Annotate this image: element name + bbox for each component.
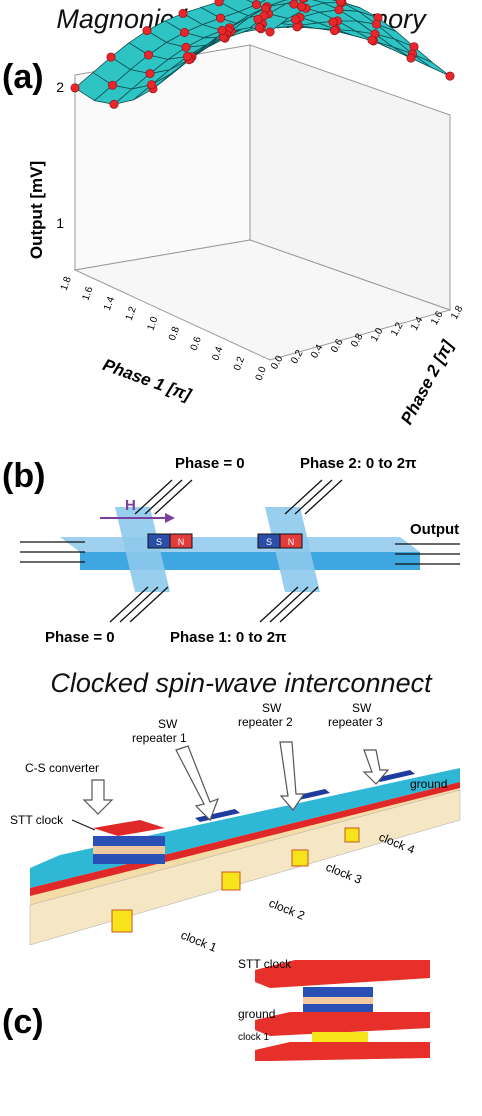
inset-stt-label: STT clock bbox=[238, 957, 292, 971]
phase0-bottom-label: Phase = 0 bbox=[45, 629, 115, 646]
surface-chart: 2 1 Output [mV] 0.0 0.2 0.4 0.6 0.8 1.0 1.2 1.4… bbox=[0, 40, 482, 440]
data-point bbox=[446, 72, 454, 80]
x-tick-label: 0.6 bbox=[189, 335, 204, 352]
magnet-1-s-label: S bbox=[156, 537, 162, 547]
inset-blue-layer bbox=[303, 987, 373, 997]
data-point bbox=[215, 0, 223, 6]
x-tick-label: 0.0 bbox=[254, 365, 269, 382]
converter-layer-tan bbox=[93, 846, 165, 854]
inset-clock1-layer bbox=[255, 1042, 430, 1061]
data-point bbox=[107, 53, 115, 61]
data-point bbox=[147, 81, 155, 89]
phase0-top-label: Phase = 0 bbox=[175, 455, 245, 472]
data-point bbox=[335, 6, 343, 14]
x-tick-label: 1.6 bbox=[80, 285, 95, 302]
clock-3-pad bbox=[292, 850, 308, 866]
data-point bbox=[144, 51, 152, 59]
x-tick-label: 1.8 bbox=[59, 275, 74, 292]
magnet-2-n-label: N bbox=[288, 537, 295, 547]
rep3-label-a: SW bbox=[352, 701, 372, 715]
inset-ground-label: ground bbox=[238, 1007, 275, 1021]
data-point bbox=[146, 69, 154, 77]
data-point bbox=[216, 14, 224, 22]
field-arrowhead bbox=[165, 513, 175, 523]
data-point bbox=[110, 100, 118, 108]
clock-4-pad bbox=[345, 828, 359, 842]
x-tick-label: 0.2 bbox=[232, 355, 247, 372]
data-point bbox=[255, 23, 263, 31]
data-point bbox=[254, 15, 262, 23]
inset-tan-layer bbox=[303, 997, 373, 1004]
rep3-label-b: repeater 3 bbox=[328, 715, 383, 729]
x-tick-label: 1.0 bbox=[145, 315, 160, 332]
magnonic-device-diagram: S N S N H Phase = 0 Phase 2: 0 to 2π Out… bbox=[0, 452, 482, 652]
y-axis-label: Phase 2 [π] bbox=[397, 336, 458, 428]
x-tick-label: 0.4 bbox=[210, 345, 225, 362]
phase1-label: Phase 1: 0 to 2π bbox=[170, 629, 287, 646]
data-point bbox=[218, 26, 226, 34]
clock-1-pad bbox=[112, 910, 132, 932]
data-point bbox=[180, 28, 188, 36]
y-tick-label: 1.8 bbox=[449, 304, 466, 322]
data-point bbox=[372, 20, 380, 28]
cs-converter-label: C-S converter bbox=[25, 761, 99, 775]
data-point bbox=[336, 0, 344, 6]
data-point bbox=[179, 9, 187, 17]
output-label: Output bbox=[410, 521, 459, 538]
x-axis-label: Phase 1 [π] bbox=[100, 355, 195, 405]
data-point bbox=[266, 28, 274, 36]
converter-layer-blue2 bbox=[93, 854, 165, 864]
z-tick-1: 1 bbox=[56, 215, 64, 231]
data-point bbox=[183, 52, 191, 60]
waveguide-top bbox=[60, 537, 420, 552]
interconnect-diagram: C-S converter STT clock SW repeater 1 SW… bbox=[0, 710, 482, 1050]
clock-1-label: clock 1 bbox=[179, 928, 219, 955]
data-point bbox=[329, 18, 337, 26]
rep2-label-b: repeater 2 bbox=[238, 715, 293, 729]
inset-clock1-label: clock 1 bbox=[238, 1032, 270, 1043]
rep1-label-b: repeater 1 bbox=[132, 731, 187, 745]
z-tick-2: 2 bbox=[56, 79, 64, 95]
inset-bottom: clock 1 bbox=[0, 1036, 482, 1116]
x-tick-label: 1.4 bbox=[102, 295, 117, 312]
data-point bbox=[108, 81, 116, 89]
stt-clock-label: STT clock bbox=[10, 813, 64, 827]
x-tick-label: 1.2 bbox=[124, 305, 139, 322]
data-point bbox=[290, 0, 298, 8]
data-point bbox=[182, 43, 190, 51]
x-tick-label: 0.8 bbox=[167, 325, 182, 342]
rep1-label-a: SW bbox=[158, 717, 178, 731]
data-point bbox=[71, 84, 79, 92]
field-label: H bbox=[125, 497, 136, 514]
magnet-1-n-label: N bbox=[178, 537, 185, 547]
converter-layer-blue bbox=[93, 836, 165, 846]
data-point bbox=[330, 27, 338, 35]
stt-clock-leader bbox=[72, 820, 95, 830]
rep2-label-a: SW bbox=[262, 701, 282, 715]
bottom-title: Clocked spin-wave interconnect bbox=[0, 668, 482, 699]
data-point bbox=[252, 0, 260, 8]
data-point bbox=[291, 16, 299, 24]
magnet-2-s-label: S bbox=[266, 537, 272, 547]
clock-2-label: clock 2 bbox=[267, 896, 307, 923]
data-point bbox=[297, 3, 305, 11]
data-point bbox=[368, 36, 376, 44]
surface-cell bbox=[413, 54, 451, 76]
converter-top bbox=[93, 820, 165, 836]
data-point bbox=[407, 54, 415, 62]
clock-2-pad bbox=[222, 872, 240, 890]
z-axis-label: Output [mV] bbox=[27, 161, 46, 259]
phase2-label: Phase 2: 0 to 2π bbox=[300, 455, 417, 472]
clock-3-label: clock 3 bbox=[324, 860, 364, 887]
data-point bbox=[143, 26, 151, 34]
ground-label: ground bbox=[410, 777, 447, 791]
